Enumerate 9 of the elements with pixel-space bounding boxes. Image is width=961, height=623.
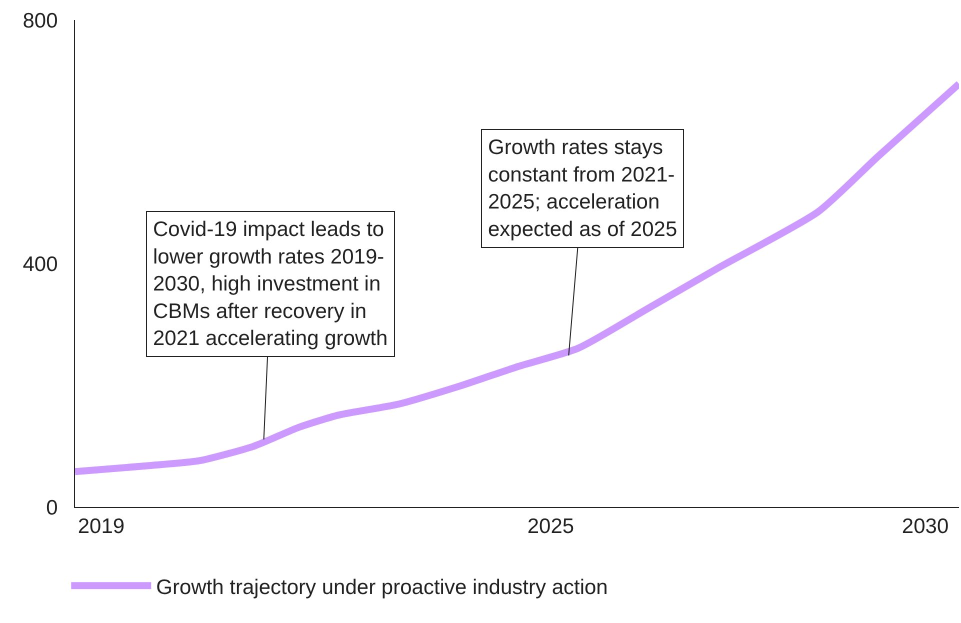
x-tick-label: 2025 bbox=[527, 515, 574, 538]
y-tick-label: 400 bbox=[22, 252, 58, 276]
legend-label: Growth trajectory under proactive industry action bbox=[156, 576, 608, 599]
y-tick-label: 800 bbox=[22, 9, 58, 32]
x-tick-label: 2030 bbox=[902, 515, 949, 538]
x-tick-label: 2019 bbox=[78, 515, 125, 538]
y-tick-label: 0 bbox=[46, 496, 58, 520]
annotation: Growth rates stays constant from 2021- 2025; acceleration expected as of 2025 bbox=[488, 136, 678, 241]
annotation: Covid-19 impact leads to lower growth rates 2019- 2030, high investment in CBMs after recovery in 2021 accelerating growth bbox=[153, 218, 388, 350]
